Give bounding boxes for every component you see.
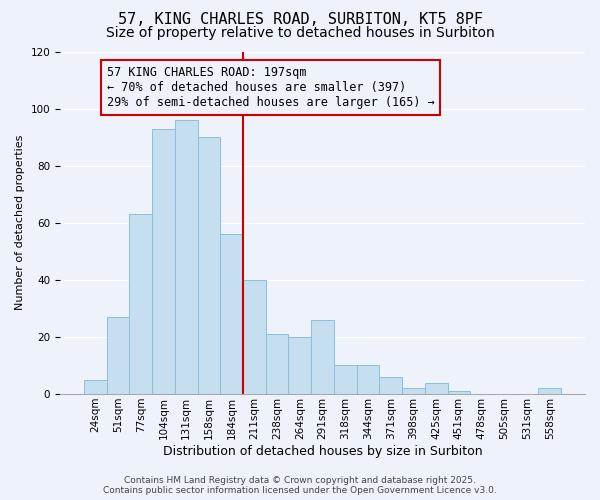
Text: 57 KING CHARLES ROAD: 197sqm
← 70% of detached houses are smaller (397)
29% of s: 57 KING CHARLES ROAD: 197sqm ← 70% of de…	[107, 66, 434, 109]
Bar	[266, 334, 289, 394]
Bar	[243, 280, 266, 394]
Bar	[289, 337, 311, 394]
Bar	[334, 366, 356, 394]
Bar	[448, 391, 470, 394]
Bar	[356, 366, 379, 394]
Bar	[107, 317, 130, 394]
Bar	[425, 382, 448, 394]
Text: Size of property relative to detached houses in Surbiton: Size of property relative to detached ho…	[106, 26, 494, 40]
Text: 57, KING CHARLES ROAD, SURBITON, KT5 8PF: 57, KING CHARLES ROAD, SURBITON, KT5 8PF	[118, 12, 482, 28]
Bar	[311, 320, 334, 394]
Bar	[538, 388, 561, 394]
X-axis label: Distribution of detached houses by size in Surbiton: Distribution of detached houses by size …	[163, 444, 482, 458]
Bar	[379, 377, 402, 394]
Bar	[152, 128, 175, 394]
Bar	[402, 388, 425, 394]
Bar	[130, 214, 152, 394]
Bar	[220, 234, 243, 394]
Bar	[175, 120, 197, 394]
Text: Contains HM Land Registry data © Crown copyright and database right 2025.
Contai: Contains HM Land Registry data © Crown c…	[103, 476, 497, 495]
Bar	[84, 380, 107, 394]
Y-axis label: Number of detached properties: Number of detached properties	[15, 135, 25, 310]
Bar	[197, 137, 220, 394]
